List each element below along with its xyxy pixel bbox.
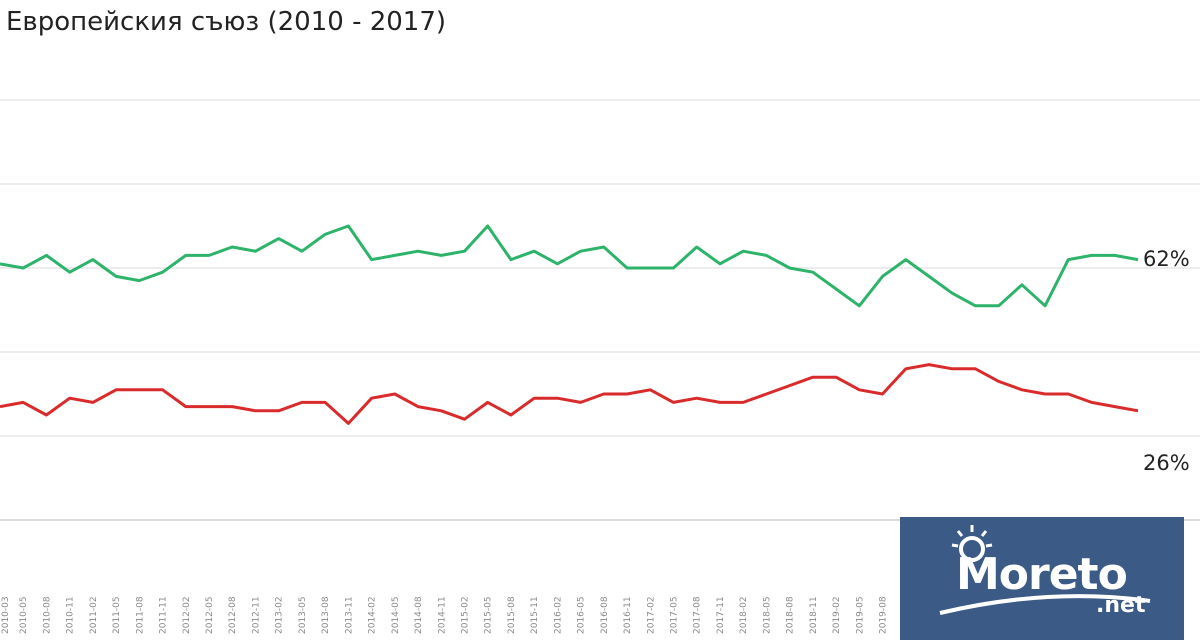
x-tick-label: 2015-05 <box>484 596 494 634</box>
x-tick-label: 2014-08 <box>414 596 424 634</box>
logo-domain-suffix: .net <box>1096 593 1146 618</box>
x-tick-label: 2012-05 <box>205 596 215 634</box>
gridlines <box>0 99 1200 437</box>
x-tick-label: 2012-11 <box>251 596 261 634</box>
x-tick-label: 2018-11 <box>809 596 819 634</box>
x-tick-label: 2019-08 <box>879 596 889 634</box>
x-tick-label: 2015-11 <box>530 596 540 634</box>
x-tick-label: 2014-05 <box>391 596 401 634</box>
series-end-label-green: 62% <box>1143 247 1190 271</box>
x-tick-label: 2011-05 <box>112 596 122 634</box>
x-tick-label: 2014-02 <box>368 596 378 634</box>
x-tick-label: 2019-02 <box>832 596 842 634</box>
x-tick-label: 2017-05 <box>670 596 680 634</box>
x-tick-label: 2017-02 <box>646 596 656 634</box>
moreto-logo-watermark: Moreto .net <box>900 517 1184 640</box>
x-tick-label: 2011-02 <box>89 596 99 634</box>
x-tick-label: 2013-02 <box>275 596 285 634</box>
x-tick-label: 2012-08 <box>228 596 238 634</box>
x-tick-label: 2016-05 <box>577 596 587 634</box>
x-tick-label: 2011-08 <box>135 596 145 634</box>
x-tick-label: 2011-11 <box>159 596 169 634</box>
x-tick-label: 2013-08 <box>321 596 331 634</box>
x-tick-label: 2010-05 <box>19 596 29 634</box>
x-tick-label: 2017-11 <box>716 596 726 634</box>
x-tick-label: 2014-11 <box>437 596 447 634</box>
sun-icon <box>939 525 1151 615</box>
x-tick-label: 2016-11 <box>623 596 633 634</box>
x-tick-label: 2018-08 <box>786 596 796 634</box>
x-tick-label: 2019-05 <box>855 596 865 634</box>
x-tick-label: 2012-02 <box>182 596 192 634</box>
x-tick-label: 2016-08 <box>600 596 610 634</box>
x-tick-label: 2015-02 <box>460 596 470 634</box>
x-tick-label: 2010-08 <box>42 596 52 634</box>
x-tick-label: 2016-02 <box>553 596 563 634</box>
x-tick-label: 2018-02 <box>739 596 749 634</box>
x-tick-label: 2013-11 <box>344 596 354 634</box>
x-tick-label: 2010-03 <box>1 596 11 634</box>
x-tick-label: 2015-08 <box>507 596 517 634</box>
x-tick-label: 2018-05 <box>762 596 772 634</box>
logo-wordmark: Moreto <box>956 549 1128 600</box>
x-tick-label: 2013-05 <box>298 596 308 634</box>
series-line-0 <box>0 224 1139 308</box>
x-tick-label: 2017-08 <box>693 596 703 634</box>
chart-title: Европейския съюз (2010 - 2017) <box>6 7 446 37</box>
series-line-1 <box>0 363 1139 425</box>
x-tick-label: 2010-11 <box>66 596 76 634</box>
series-layer <box>0 224 1139 425</box>
series-end-label-red: 26% <box>1143 451 1190 475</box>
